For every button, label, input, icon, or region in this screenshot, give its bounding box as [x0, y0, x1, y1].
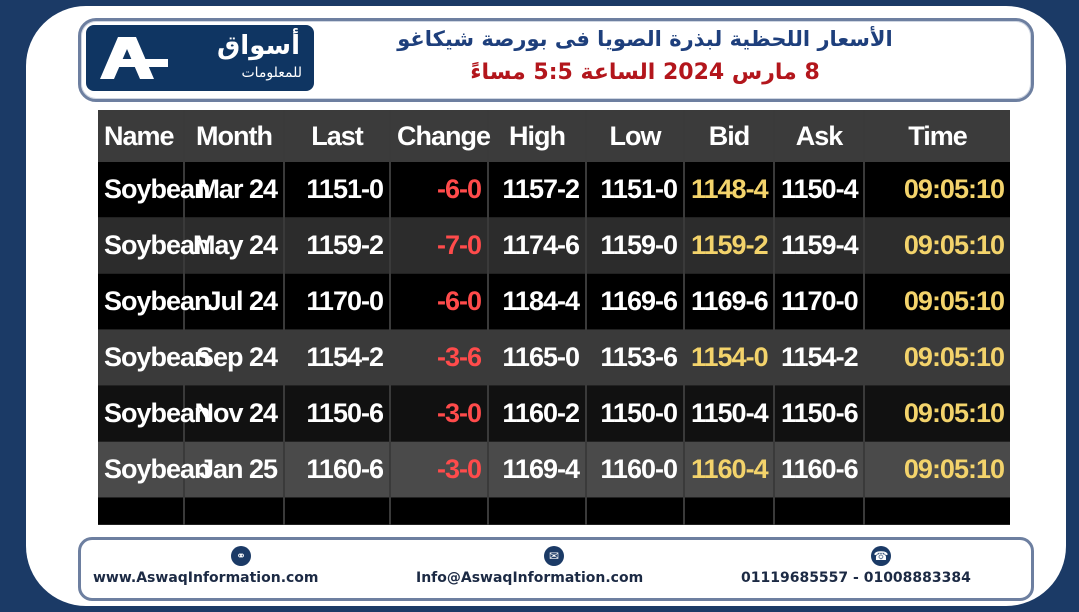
cell-bid: 1169-6	[684, 273, 775, 330]
website-link[interactable]: www.AswaqInformation.com	[93, 570, 319, 586]
col-header-low: Low	[586, 110, 685, 162]
logo-name: أسواق	[217, 31, 300, 61]
table-row: Soybean Jul 24 1170-0 -6-0 1184-4 1169-6…	[98, 273, 1010, 330]
logo-a-icon	[100, 37, 168, 79]
prices-table: Name Month Last Change High Low Bid Ask …	[98, 110, 1010, 525]
col-header-ask: Ask	[774, 110, 865, 162]
cell-low: 1160-0	[586, 441, 685, 498]
col-header-month: Month	[184, 110, 285, 162]
cell-bid: 1148-4	[684, 162, 775, 218]
mail-icon: ✉	[544, 546, 564, 566]
cell-ask: 1154-2	[774, 329, 865, 386]
footer-email: ✉ Info@AswaqInformation.com	[416, 540, 716, 598]
table-row: Soybean May 24 1159-2 -7-0 1174-6 1159-0…	[98, 217, 1010, 274]
cell-change: -6-0	[390, 273, 489, 330]
cell-last: 1154-2	[284, 329, 391, 386]
col-header-last: Last	[284, 110, 391, 162]
cell-high: 1184-4	[488, 273, 587, 330]
cell-last: 1160-6	[284, 441, 391, 498]
table-row: Soybean Mar 24 1151-0 -6-0 1157-2 1151-0…	[98, 162, 1010, 218]
cell-month: Mar 24	[184, 162, 285, 218]
table-row: Soybean Sep 24 1154-2 -3-6 1165-0 1153-6…	[98, 329, 1010, 386]
table-row: Soybean Jan 25 1160-6 -3-0 1169-4 1160-0…	[98, 441, 1010, 498]
cell-change: -7-0	[390, 217, 489, 274]
cell-last: 1150-6	[284, 385, 391, 442]
logo-subtitle: للمعلومات	[241, 65, 302, 81]
cell-low: 1151-0	[586, 162, 685, 218]
cell-high: 1157-2	[488, 162, 587, 218]
phone-icon: ☎	[871, 546, 891, 566]
table-footer-row	[98, 497, 1010, 525]
page-date: 8 مارس 2024 الساعة 5:5 مساءً	[470, 60, 820, 85]
cell-change: -3-0	[390, 441, 489, 498]
cell-name: Soybean	[98, 217, 211, 274]
cell-month: Jan 25	[184, 441, 285, 498]
col-header-time: Time	[864, 110, 1010, 162]
cell-name: Soybean	[98, 162, 211, 218]
cell-name: Soybean	[98, 441, 211, 498]
globe-icon: ⚭	[231, 546, 251, 566]
cell-ask: 1150-6	[774, 385, 865, 442]
cell-high: 1174-6	[488, 217, 587, 274]
cell-month: May 24	[184, 217, 285, 274]
cell-bid: 1159-2	[684, 217, 775, 274]
phone-numbers: 01119685557 - 01008883384	[741, 570, 971, 586]
cell-ask: 1170-0	[774, 273, 865, 330]
cell-month: Jul 24	[184, 273, 285, 330]
cell-change: -3-6	[390, 329, 489, 386]
col-header-bid: Bid	[684, 110, 775, 162]
col-header-high: High	[488, 110, 587, 162]
prices-table-panel: Name Month Last Change High Low Bid Ask …	[98, 110, 1010, 525]
cell-low: 1169-6	[586, 273, 685, 330]
cell-low: 1159-0	[586, 217, 685, 274]
cell-high: 1160-2	[488, 385, 587, 442]
cell-time: 09:05:10	[864, 273, 1010, 330]
cell-ask: 1150-4	[774, 162, 865, 218]
cell-ask: 1160-6	[774, 441, 865, 498]
footer-phone: ☎ 01119685557 - 01008883384	[741, 540, 1026, 598]
top-stripe	[0, 0, 1079, 6]
cell-high: 1169-4	[488, 441, 587, 498]
cell-time: 09:05:10	[864, 162, 1010, 218]
col-header-name: Name	[98, 110, 185, 162]
cell-low: 1153-6	[586, 329, 685, 386]
cell-name: Soybean	[98, 385, 211, 442]
cell-time: 09:05:10	[864, 385, 1010, 442]
col-header-change: Change	[390, 110, 491, 162]
brand-logo: أسواق للمعلومات	[86, 25, 314, 91]
cell-last: 1170-0	[284, 273, 391, 330]
cell-bid: 1154-0	[684, 329, 775, 386]
email-link[interactable]: Info@AswaqInformation.com	[416, 570, 644, 586]
contact-footer: ⚭ www.AswaqInformation.com ✉ Info@AswaqI…	[78, 537, 1034, 601]
cell-high: 1165-0	[488, 329, 587, 386]
cell-time: 09:05:10	[864, 441, 1010, 498]
cell-bid: 1150-4	[684, 385, 775, 442]
cell-name: Soybean	[98, 329, 211, 386]
table-row: Soybean Nov 24 1150-6 -3-0 1160-2 1150-0…	[98, 385, 1010, 442]
cell-time: 09:05:10	[864, 329, 1010, 386]
footer-website: ⚭ www.AswaqInformation.com	[93, 540, 383, 598]
cell-month: Nov 24	[184, 385, 285, 442]
cell-ask: 1159-4	[774, 217, 865, 274]
page-title: الأسعار اللحظية لبذرة الصويا فى بورصة شي…	[397, 27, 893, 51]
cell-time: 09:05:10	[864, 217, 1010, 274]
cell-bid: 1160-4	[684, 441, 775, 498]
cell-low: 1150-0	[586, 385, 685, 442]
cell-change: -6-0	[390, 162, 489, 218]
cell-month: Sep 24	[184, 329, 285, 386]
cell-name: Soybean	[98, 273, 211, 330]
cell-last: 1159-2	[284, 217, 391, 274]
cell-last: 1151-0	[284, 162, 391, 218]
header-row: Name Month Last Change High Low Bid Ask …	[98, 110, 1010, 162]
cell-change: -3-0	[390, 385, 489, 442]
